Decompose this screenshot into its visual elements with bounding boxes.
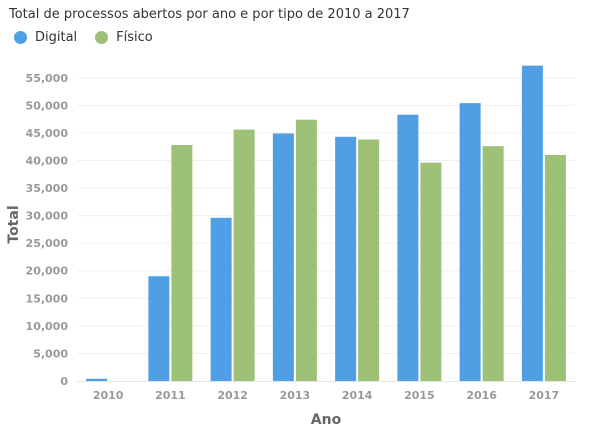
legend-item-fisico[interactable]: Físico xyxy=(95,30,153,45)
y-tick-label: 15,000 xyxy=(26,292,69,305)
bar-fsico-2017[interactable] xyxy=(544,154,566,381)
y-axis-label: Total xyxy=(6,205,22,243)
y-tick-label: 0 xyxy=(60,375,68,388)
legend-label-digital: Digital xyxy=(35,30,78,45)
x-tick-label: 2014 xyxy=(342,389,373,402)
bar-digital-2012[interactable] xyxy=(210,217,232,381)
x-tick-label: 2015 xyxy=(404,389,435,402)
x-tick-label: 2010 xyxy=(93,389,124,402)
bar-fsico-2013[interactable] xyxy=(295,119,317,382)
bar-digital-2014[interactable] xyxy=(335,136,357,381)
chart-title: Total de processos abertos por ano e por… xyxy=(9,7,410,22)
y-tick-label: 35,000 xyxy=(26,182,69,195)
bar-digital-2011[interactable] xyxy=(148,276,170,381)
y-tick-label: 30,000 xyxy=(26,210,69,223)
bar-fsico-2014[interactable] xyxy=(358,139,380,381)
bar-fsico-2015[interactable] xyxy=(420,162,442,381)
bar-fsico-2011[interactable] xyxy=(171,145,193,381)
legend-swatch-fisico xyxy=(95,31,109,44)
bar-digital-2013[interactable] xyxy=(272,133,294,381)
bar-fsico-2012[interactable] xyxy=(233,129,255,381)
y-tick-label: 55,000 xyxy=(26,72,69,85)
bar-digital-2016[interactable] xyxy=(459,103,481,381)
y-tick-label: 5,000 xyxy=(33,347,68,360)
y-tick-label: 50,000 xyxy=(26,99,69,112)
legend-swatch-digital xyxy=(14,31,27,44)
y-tick-label: 40,000 xyxy=(26,154,69,167)
bar-digital-2015[interactable] xyxy=(397,114,419,381)
x-tick-label: 2012 xyxy=(217,389,248,402)
x-axis-label: Ano xyxy=(311,412,342,428)
bar-digital-2010[interactable] xyxy=(86,378,108,381)
legend-item-digital[interactable]: Digital xyxy=(14,30,77,45)
y-tick-label: 25,000 xyxy=(26,237,69,250)
x-tick-label: 2017 xyxy=(529,389,560,402)
y-tick-label: 20,000 xyxy=(26,265,69,278)
y-tick-label: 10,000 xyxy=(26,320,69,333)
x-tick-label: 2013 xyxy=(280,389,311,402)
x-tick-label: 2016 xyxy=(466,389,497,402)
legend: Digital Físico xyxy=(14,30,153,45)
y-tick-label: 45,000 xyxy=(26,127,69,140)
x-tick-label: 2011 xyxy=(155,389,186,402)
bar-fsico-2016[interactable] xyxy=(482,146,504,381)
legend-label-fisico: Físico xyxy=(116,30,153,45)
bar-digital-2017[interactable] xyxy=(521,65,543,381)
